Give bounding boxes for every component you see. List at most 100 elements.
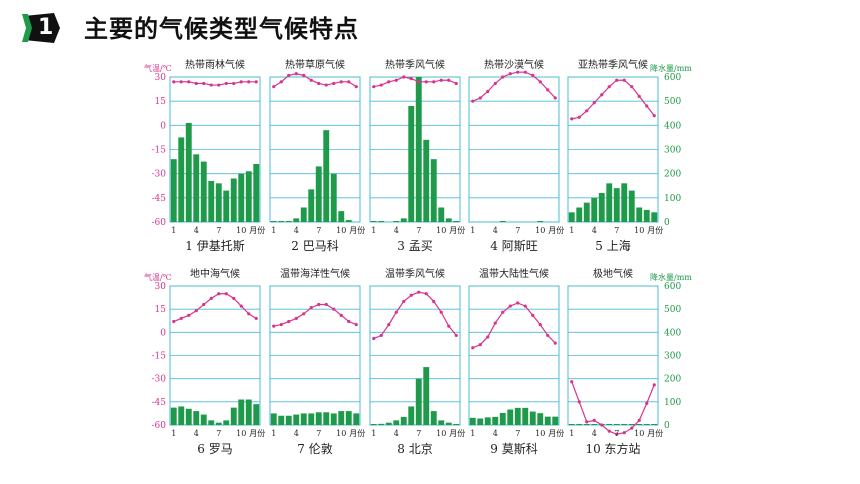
precip-bar [568,212,575,222]
temp-point [324,83,328,87]
temp-line [373,76,457,88]
panel-title: 热带沙漠气候 [484,58,544,71]
precip-bar [193,154,200,222]
temp-tick-label: 15 [155,97,167,107]
precip-tick-label: 300 [664,146,681,156]
station-caption: 6 罗马 [197,442,232,456]
precip-bar [278,221,285,222]
temp-line [571,79,655,120]
precip-bar [438,420,445,425]
precip-bar [643,424,650,425]
precip-bar [330,413,337,425]
month-tick-label: 1 [470,226,475,235]
precip-bar [285,415,292,425]
precip-bar [507,409,514,425]
precip-bar [230,178,237,222]
temp-point [478,343,482,347]
temp-point [493,81,497,86]
temp-point [471,346,475,350]
month-tick-label: 1 [371,429,376,438]
precip-bar [552,416,559,425]
temp-point [372,336,376,341]
month-tick-label: 7 [515,226,520,235]
precip-bar [477,418,484,425]
temp-tick-label: -15 [152,352,167,362]
month-tick-label: 1 [371,226,376,235]
precip-bar [315,412,322,425]
temp-point [409,293,413,297]
station-caption: 4 阿斯旺 [490,239,537,253]
temp-point [302,73,306,77]
temp-point [508,304,512,308]
temp-point [187,80,191,84]
precip-bar [643,209,650,222]
month-tick-label: 4 [493,226,498,235]
precip-bar [621,424,628,425]
panel-title: 温带海洋性气候 [280,267,350,280]
temp-point [508,72,512,76]
precip-bar [323,130,330,222]
temp-point [501,310,505,314]
month-tick-label: 7 [416,429,421,438]
temp-point [332,81,336,86]
precip-bar [245,399,252,425]
month-tick-label: 1 [470,429,475,438]
climate-panel-9: 温带大陆性气候 1 4 7 10 月份 9 莫斯科 [468,267,564,456]
precip-bar [200,161,207,222]
precip-bar [245,171,252,222]
precip-bar [308,189,315,222]
precip-tick-label: 400 [664,121,681,131]
precip-bar [606,183,613,222]
climate-panel-2: 热带草原气候 1 4 7 10 月份 2 巴马科 [269,58,365,253]
month-unit-label: 月份 [647,428,663,438]
precip-bar [170,159,177,222]
station-caption: 9 莫斯科 [490,442,537,456]
temp-point [486,335,490,339]
precip-bar [537,221,544,222]
precip-bar [338,411,345,425]
slide-header: 1 主要的气候类型气候特点 [0,0,860,58]
temp-point [294,72,298,76]
temp-point [439,310,443,314]
precip-bar [400,416,407,425]
temp-point [523,70,527,74]
precip-bar [453,221,460,222]
temp-point [379,333,383,338]
precip-bar [330,173,337,222]
month-tick-label: 1 [171,429,176,438]
temp-point [294,316,298,321]
precip-bar [323,412,330,425]
temp-tick-label: 30 [155,282,167,292]
precip-bar [423,367,430,425]
precip-bar [230,407,237,425]
climate-panel-1: 热带雨林气候 1 4 7 10 月份 1 伊基托斯 [169,58,265,253]
temp-point [645,104,649,108]
temp-point [309,78,313,82]
temp-point [516,70,520,74]
precip-bar [293,218,300,222]
precip-bar [583,202,590,222]
climate-panel-6: 地中海气候 1 4 7 10 月份 6 罗马 [169,267,265,456]
temp-point [607,85,611,89]
precip-bar [606,424,613,425]
temp-point [332,307,336,311]
precip-bar [315,166,322,222]
precip-bar [583,424,590,425]
temp-point [339,313,343,317]
precip-bar [445,218,452,222]
temp-point [254,316,258,321]
precip-bar [628,424,635,425]
month-tick-label: 1 [271,226,276,235]
precip-bar [529,411,536,425]
temp-point [232,296,236,300]
month-tick-label: 7 [416,226,421,235]
month-tick-label: 7 [515,429,520,438]
station-caption: 2 巴马科 [291,239,338,253]
station-caption: 3 孟买 [397,239,432,253]
temp-point [493,321,497,325]
precip-bar [393,221,400,222]
month-tick-label: 10 [236,429,246,438]
temp-point [652,383,656,387]
temp-point [172,319,176,324]
temp-point [247,80,251,84]
